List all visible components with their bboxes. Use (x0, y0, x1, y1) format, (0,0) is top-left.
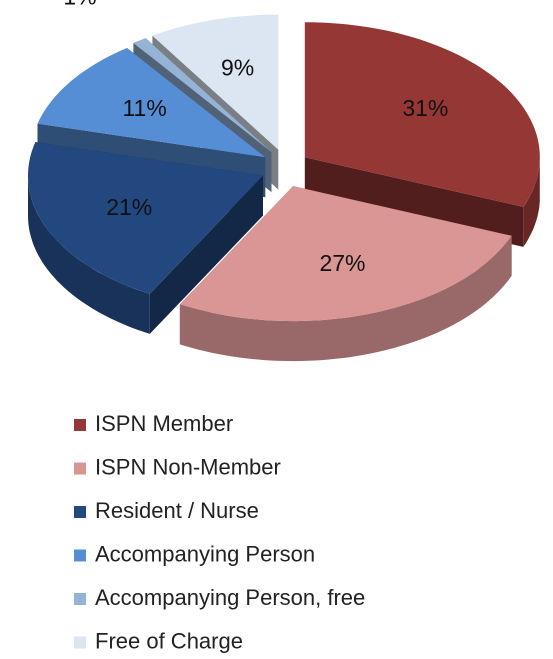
legend-swatch (74, 549, 86, 562)
slice (37, 48, 266, 158)
legend-label: Accompanying Person (95, 541, 315, 566)
slice-wall (523, 157, 540, 247)
slice-side (149, 175, 263, 334)
legend-label: ISPN Non-Member (95, 454, 281, 479)
legend-label: Free of Charge (95, 628, 243, 653)
data-label: 1% (63, 0, 96, 9)
data-label: 31% (402, 95, 448, 121)
data-label: 21% (106, 194, 152, 220)
legend-label: Resident / Nurse (95, 498, 259, 523)
slice-wall (179, 235, 512, 362)
legend-swatch (74, 506, 86, 518)
slice (133, 38, 272, 153)
legend-label: ISPN Member (95, 411, 233, 436)
slice (28, 142, 263, 294)
slice-side (304, 157, 524, 247)
slice (179, 186, 512, 322)
legend-swatch (74, 593, 86, 605)
legend-swatch (74, 636, 86, 649)
slice (304, 22, 540, 207)
slice (152, 14, 279, 150)
data-label: 27% (319, 250, 365, 276)
legend-swatch (74, 462, 86, 475)
legend-swatch (74, 419, 86, 431)
data-label: 11% (122, 95, 166, 121)
slice-wall (28, 175, 150, 334)
data-label: 9% (221, 54, 254, 80)
legend-label: Accompanying Person, free (95, 585, 365, 610)
